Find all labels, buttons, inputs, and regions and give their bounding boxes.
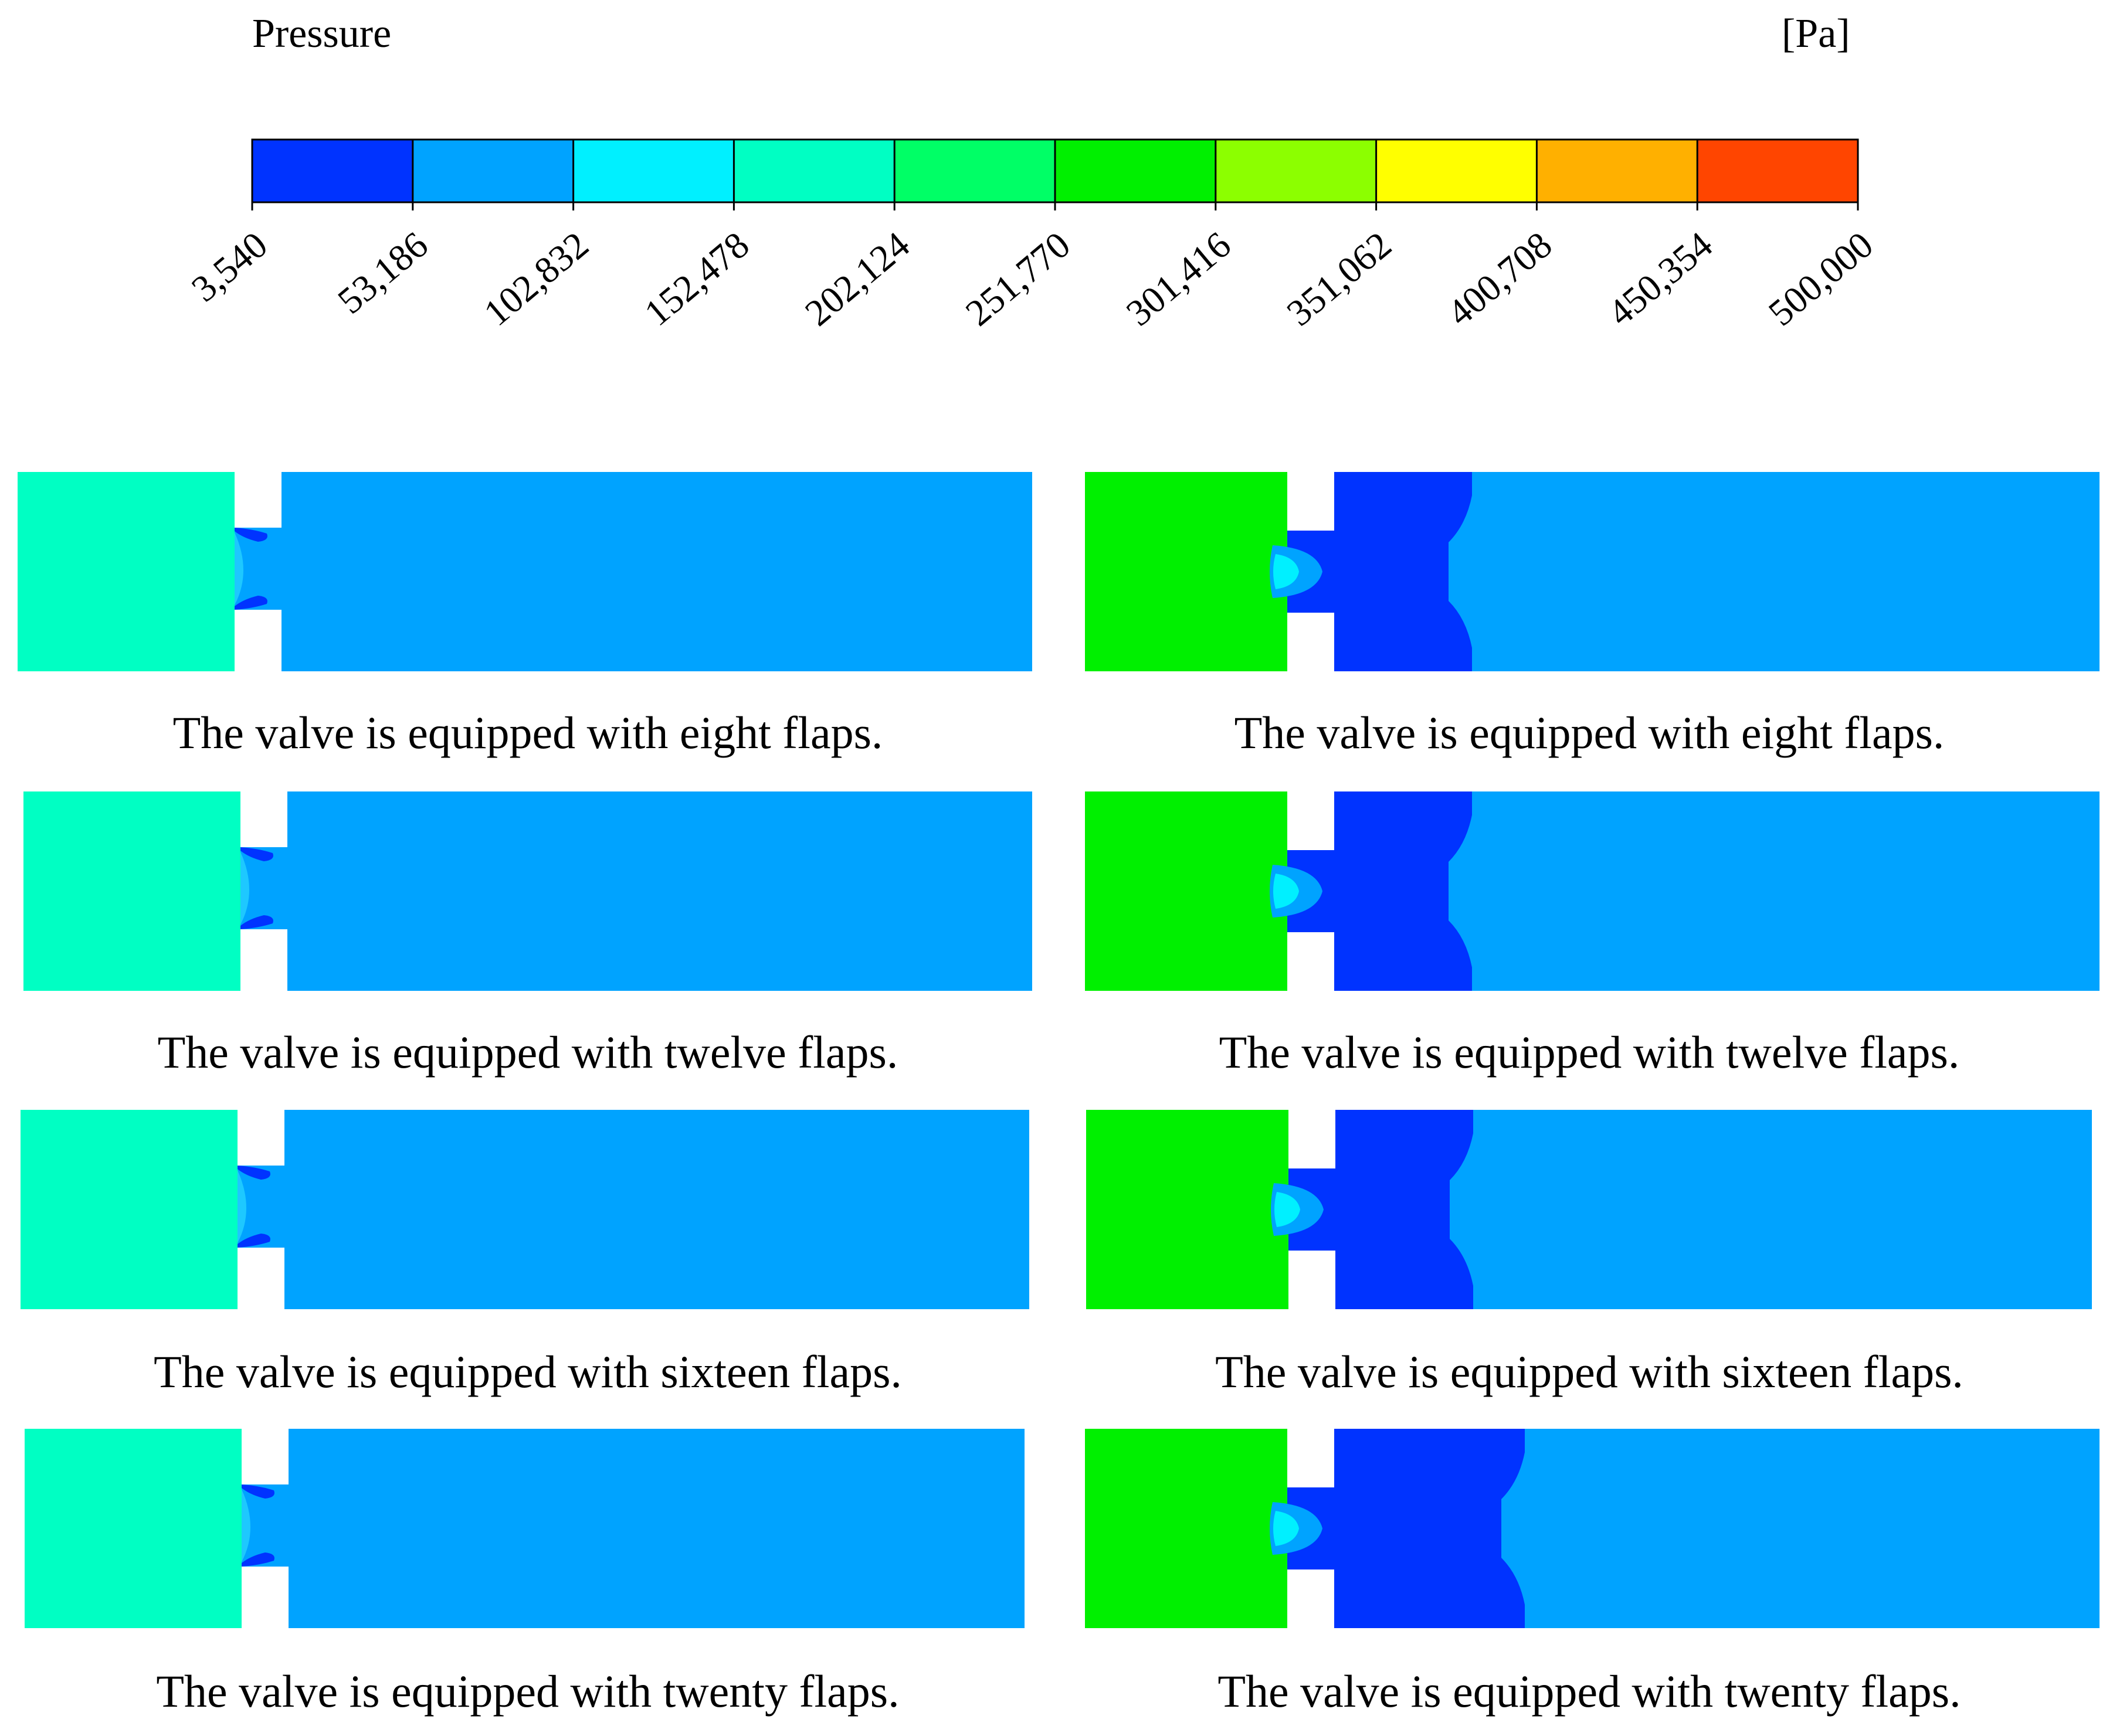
pressure-gradient-zone [1273,554,1299,589]
caption-sixteen-low: The valve is equipped with sixteen flaps… [154,1346,902,1397]
contour-panel-eight-high [1085,472,2100,671]
caption-eight-high: The valve is equipped with eight flaps. [1234,707,1945,758]
contour-panel-sixteen-high [1086,1110,2092,1309]
color-bar-segment [1215,140,1377,202]
color-bar-tick-label: 251,770 [958,223,1078,334]
caption-twenty-low: The valve is equipped with twenty flaps. [156,1666,900,1717]
color-bar-segment [252,140,413,202]
low-pressure-zone [242,1484,274,1499]
low-pressure-zone [238,1166,270,1180]
contour-panel-twenty-low [25,1429,1025,1628]
outlet-pipe [281,472,1032,671]
contour-panel-twelve-high [1085,791,2100,991]
inlet-chamber [21,1110,238,1309]
color-bar-tick-label: 301,416 [1118,223,1239,334]
color-bar: 3,540 53,186 102,832 152,478 202,124 251,770 3… [184,138,1881,334]
caption-twelve-low: The valve is equipped with twelve flaps. [157,1027,898,1078]
inlet-chamber [1085,791,1287,991]
legend-unit: [Pa] [1782,11,1850,56]
pressure-gradient-zone [240,852,249,925]
outlet-pipe [287,791,1032,991]
low-pressure-zone [240,915,273,929]
inlet-chamber [23,791,240,991]
contour-panel-sixteen-low [21,1110,1029,1309]
contour-panel-twelve-low [23,791,1032,991]
low-pressure-zone [238,1234,270,1248]
color-bar-segment [734,140,895,202]
low-pressure-zone [240,847,273,861]
low-pressure-zone [1287,1429,1525,1628]
color-bar-tick-label: 102,832 [476,223,596,334]
color-bar-tick-label: 3,540 [184,223,275,310]
low-pressure-zone [235,596,267,610]
pressure-gradient-zone [1273,1511,1299,1546]
color-bar-segment [1537,140,1698,202]
color-bar-segment [894,140,1056,202]
low-pressure-zone [1287,791,1472,991]
pressure-gradient-zone [242,1489,250,1562]
inlet-chamber [25,1429,242,1628]
color-bar-segment [1055,140,1216,202]
inlet-chamber [1085,1429,1287,1628]
pressure-gradient-zone [1273,874,1299,909]
contour-panel-eight-low [18,472,1032,671]
color-bar-segment [1697,140,1858,202]
inlet-chamber [1085,472,1287,671]
pressure-gradient-zone [238,1170,246,1243]
low-pressure-zone [1288,1110,1473,1309]
color-bar-tick-label: 400,708 [1439,223,1559,334]
inlet-chamber [18,472,235,671]
inlet-chamber [1086,1110,1288,1309]
caption-twelve-high: The valve is equipped with twelve flaps. [1219,1027,1960,1078]
caption-eight-low: The valve is equipped with eight flaps. [172,707,883,758]
color-bar-tick-label: 152,478 [636,223,757,334]
contour-panel-twenty-high [1085,1429,2100,1628]
color-bar-tick-label: 500,000 [1761,223,1881,334]
outlet-pipe [289,1429,1025,1628]
outlet-pipe [284,1110,1029,1309]
low-pressure-zone [242,1552,274,1567]
pressure-gradient-zone [235,532,243,605]
color-bar-segment [412,140,574,202]
color-bar-segment [1376,140,1537,202]
pressure-gradient-zone [1274,1192,1300,1227]
caption-twenty-high: The valve is equipped with twenty flaps. [1217,1666,1961,1717]
low-pressure-zone [235,528,267,542]
low-pressure-zone [1287,472,1472,671]
color-bar-tick-label: 202,124 [797,223,917,334]
caption-sixteen-high: The valve is equipped with sixteen flaps… [1215,1346,1963,1397]
color-bar-tick-label: 450,354 [1600,223,1720,334]
color-bar-tick-label: 351,062 [1279,223,1399,334]
color-bar-tick-label: 53,186 [330,223,435,322]
color-bar-segment [573,140,734,202]
legend-title: Pressure [252,11,392,56]
